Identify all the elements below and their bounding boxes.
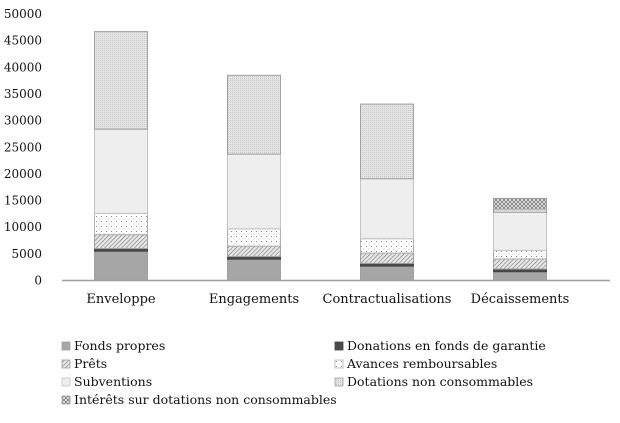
legend-swatch xyxy=(61,377,71,387)
bar-segment-avances-remboursables xyxy=(360,238,414,254)
legend-label: Fonds propres xyxy=(74,338,165,353)
y-tick-label: 25000 xyxy=(4,140,42,154)
bar-segment-int-r-ts-sur-dotations-non-consommables xyxy=(493,197,547,210)
bar-segment-dotations-non-consommables xyxy=(94,31,148,130)
legend-swatch xyxy=(334,377,344,387)
legend-item: Dotations non consommables xyxy=(334,374,533,389)
legend-swatch xyxy=(334,359,344,369)
y-tick-label: 15000 xyxy=(4,194,42,208)
bar-segment-fonds-propres xyxy=(493,271,547,282)
bar-segment-fonds-propres xyxy=(360,265,414,282)
legend-swatch xyxy=(61,341,71,351)
bar-segment-subventions xyxy=(227,153,281,230)
y-tick-label: 40000 xyxy=(4,60,42,74)
x-tick-label: Enveloppe xyxy=(86,292,156,307)
legend-item: Donations en fonds de garantie xyxy=(334,338,546,353)
bar-segment-fonds-propres xyxy=(94,250,148,281)
bar-segment-dotations-non-consommables xyxy=(227,74,281,155)
y-tick-label: 5000 xyxy=(11,247,42,261)
bar-segment-subventions xyxy=(493,211,547,251)
bar-segment-pr-ts xyxy=(360,252,414,264)
x-tick-label: Contractualisations xyxy=(323,292,452,307)
y-tick-label: 45000 xyxy=(4,34,42,48)
legend-swatch xyxy=(334,341,344,351)
bar-segment-subventions xyxy=(94,128,148,214)
y-tick-label: 0 xyxy=(34,274,42,288)
bar-segment-pr-ts xyxy=(94,234,148,250)
y-tick-label: 35000 xyxy=(4,87,42,101)
x-tick-label: Engagements xyxy=(209,292,299,307)
y-tick-label: 30000 xyxy=(4,114,42,128)
x-tick-label: Décaissements xyxy=(471,292,570,307)
y-axis: 0 5000 10000 15000 20000 25000 30000 35000 40000… xyxy=(4,7,42,288)
legend-item: Fonds propres xyxy=(61,338,165,353)
bar-segment-fonds-propres xyxy=(227,258,281,281)
bar-segment-subventions xyxy=(360,178,414,240)
legend-label: Avances remboursables xyxy=(346,356,497,371)
y-tick-label: 20000 xyxy=(4,167,42,181)
bar-segment-pr-ts xyxy=(227,245,281,258)
y-tick-label: 10000 xyxy=(4,220,42,234)
legend-swatch xyxy=(61,359,71,369)
legend: Fonds propres Donations en fonds de garan… xyxy=(61,338,546,407)
legend-label: Subventions xyxy=(74,374,152,389)
legend-item: Avances remboursables xyxy=(334,356,497,371)
bar-segment-avances-remboursables xyxy=(227,228,281,247)
legend-item: Intérêts sur dotations non consommables xyxy=(61,392,337,407)
bar-segment-avances-remboursables xyxy=(94,212,148,236)
bar-segment-pr-ts xyxy=(493,258,547,270)
bar-segment-dotations-non-consommables xyxy=(360,103,414,180)
legend-item: Subventions xyxy=(61,374,152,389)
x-axis-labels: Enveloppe Engagements Contractualisations D… xyxy=(86,292,569,307)
legend-swatch xyxy=(61,395,71,405)
legend-label: Dotations non consommables xyxy=(347,374,533,389)
bars xyxy=(94,31,547,282)
bar-segment-avances-remboursables xyxy=(493,249,547,260)
y-tick-label: 50000 xyxy=(4,7,42,21)
legend-label: Prêts xyxy=(74,356,107,371)
legend-label: Donations en fonds de garantie xyxy=(347,338,546,353)
legend-item: Prêts xyxy=(61,356,107,371)
legend-label: Intérêts sur dotations non consommables xyxy=(74,392,337,407)
